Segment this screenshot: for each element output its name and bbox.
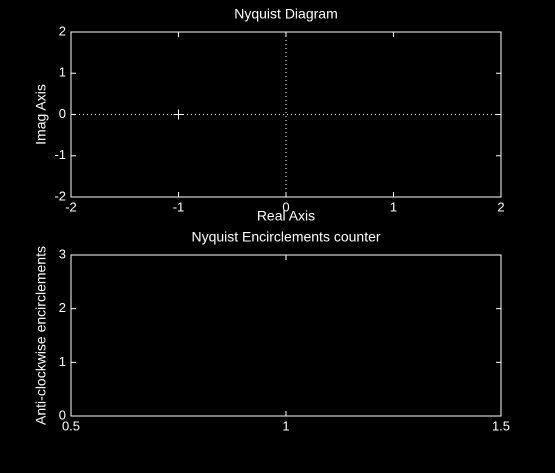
y-tick-label: -1 [54,147,66,162]
x-tick-label: 1 [282,418,289,433]
axes-box [70,254,502,417]
y-tick-label: -2 [54,188,66,203]
x-tick-label: 0 [282,199,289,214]
y-axis-label: Anti-clockwise encirclements [33,246,49,425]
y-axis-label: Imag Axis [33,84,49,145]
y-tick-label: 3 [59,246,66,261]
y-tick-label: 0 [59,106,66,121]
y-tick-label: 2 [59,23,66,38]
chart-title: Nyquist Encirclements counter [191,229,380,245]
y-tick-label: 1 [59,354,66,369]
x-tick-label: 1.5 [492,418,510,433]
y-tick-label: 1 [59,65,66,80]
plus-marker [173,109,184,120]
chart-title: Nyquist Diagram [234,6,337,22]
x-tick-label: 2 [497,199,504,214]
x-tick-label: 0.5 [62,418,80,433]
y-tick-label: 2 [59,300,66,315]
x-axis-label: Real Axis [257,208,315,224]
x-tick-label: -1 [173,199,185,214]
x-tick-label: 1 [390,199,397,214]
x-tick-label: -2 [65,199,77,214]
y-tick-label: 0 [59,407,66,422]
